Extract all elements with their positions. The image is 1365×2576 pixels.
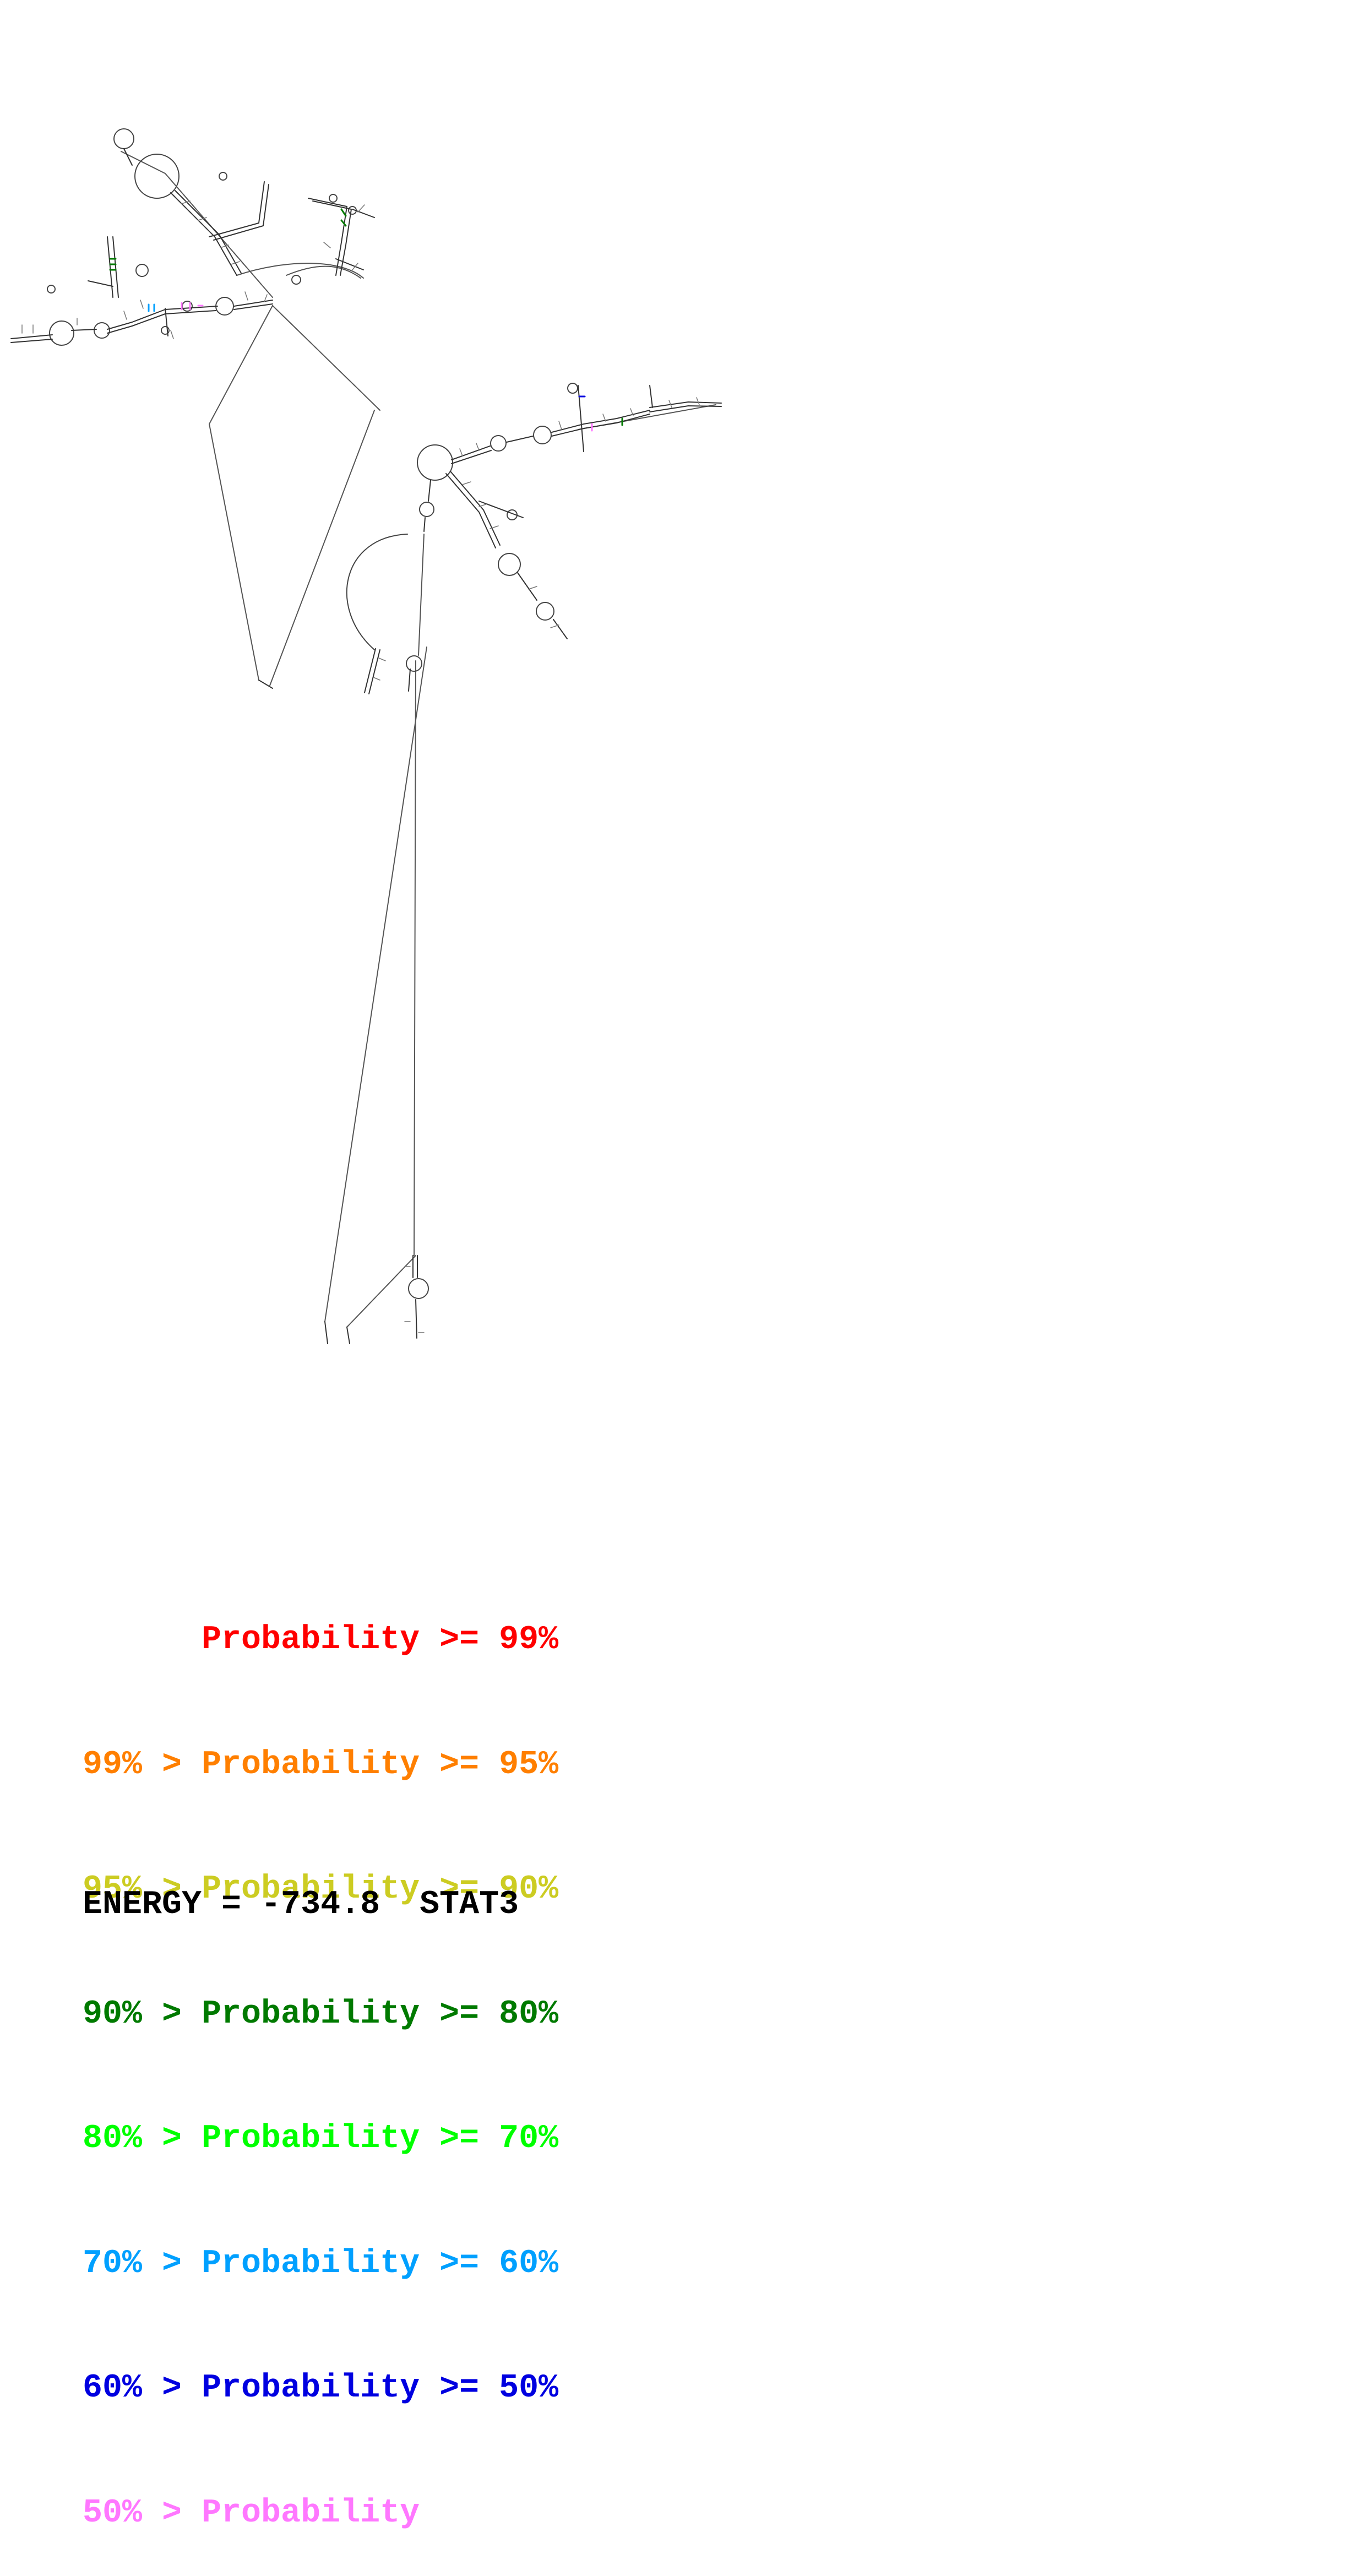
backbone-long-lines: [121, 151, 716, 1328]
hairpin-loop: [291, 275, 301, 285]
stem: [423, 517, 426, 532]
backbone-line: [414, 660, 416, 1256]
stem: [506, 436, 534, 443]
stem: [649, 385, 653, 408]
stem: [233, 303, 273, 310]
stem: [233, 300, 273, 307]
stem: [312, 200, 352, 276]
backbone-line: [269, 410, 375, 686]
multiloop: [417, 444, 453, 481]
base-pair: [109, 258, 117, 271]
internal-loop: [406, 655, 422, 672]
internal-loop: [94, 322, 110, 339]
stem: [368, 649, 380, 694]
colored-base-pairs: [109, 208, 623, 432]
legend-row-99: Probability >= 99%: [83, 1621, 559, 1659]
legend-row-60: 70% > Probability >= 60%: [83, 2245, 559, 2282]
base-pair: [148, 303, 155, 312]
stem: [428, 480, 431, 502]
legend-row-70: 80% > Probability >= 70%: [83, 2120, 559, 2157]
internal-loop: [134, 154, 180, 199]
internal-loop: [408, 1278, 429, 1299]
stem: [517, 572, 537, 601]
internal-loop: [490, 435, 507, 452]
legend-row-95: 99% > Probability >= 95%: [83, 1746, 559, 1784]
stems: [10, 148, 722, 1344]
energy-footer: ENERGY = -734.8 STAT3: [83, 1886, 519, 1923]
internal-loop: [419, 502, 434, 517]
numbering-ticks: [21, 200, 700, 1333]
hairpin-loop: [113, 128, 134, 149]
stem: [107, 310, 216, 334]
legend-row-50: 60% > Probability >= 50%: [83, 2370, 559, 2407]
legend-row-80: 90% > Probability >= 80%: [83, 1995, 559, 2033]
backbone-line: [418, 534, 425, 656]
stem: [551, 414, 650, 437]
legend-row-below-50: 50% > Probability: [83, 2494, 420, 2532]
internal-loop: [215, 297, 234, 316]
stem: [649, 401, 722, 408]
base-pair: [181, 302, 191, 311]
stem: [107, 306, 218, 330]
stem: [213, 184, 269, 241]
stem: [450, 471, 501, 546]
energy-label: ENERGY = -734.8: [83, 1886, 380, 1923]
internal-loop: [498, 553, 521, 576]
stem: [578, 385, 584, 452]
hairpin-loop: [567, 383, 578, 394]
hairpin-loop: [329, 194, 338, 203]
stem: [112, 236, 119, 298]
base-pair: [340, 208, 347, 227]
stem: [445, 473, 496, 548]
stem: [352, 209, 375, 218]
rna-structure-diagram: [10, 128, 722, 1344]
backbone-line: [346, 1255, 416, 1328]
stem: [209, 181, 265, 237]
stem: [10, 334, 53, 339]
stem: [10, 339, 53, 343]
backbone-line: [286, 265, 361, 279]
stem: [71, 329, 97, 331]
backbone-line: [236, 263, 364, 279]
backbone-line: [324, 646, 427, 1322]
loops: [47, 128, 578, 1299]
stem: [649, 405, 722, 412]
structure-name: STAT3: [420, 1886, 519, 1923]
stem: [107, 236, 113, 298]
stem: [165, 308, 168, 336]
hairpin-loop: [47, 285, 56, 294]
stem: [553, 619, 568, 639]
hairpin-loop: [161, 326, 170, 335]
stem: [408, 669, 411, 692]
hairpin-loop: [219, 172, 227, 181]
internal-loop: [135, 264, 149, 277]
probability-legend: Probability >= 99% 99% > Probability >= …: [83, 1536, 558, 2576]
stem: [170, 192, 237, 276]
internal-loop: [49, 320, 74, 346]
stem: [123, 148, 133, 166]
stem: [551, 410, 650, 433]
internal-loop: [536, 602, 554, 621]
stem: [451, 450, 492, 464]
backbone-line: [121, 151, 273, 298]
stem: [324, 1321, 328, 1344]
legend-row-90: 95% > Probability >= 90%: [83, 1871, 559, 1908]
stem: [415, 1299, 417, 1339]
stem: [364, 648, 376, 693]
stem: [88, 280, 113, 287]
stem: [335, 258, 364, 270]
stem: [258, 680, 273, 689]
internal-loop: [533, 426, 552, 444]
backbone-line: [272, 305, 380, 411]
large-internal-loop: [346, 534, 408, 650]
stem: [451, 445, 491, 460]
stem: [346, 1327, 350, 1344]
backbone-line: [209, 305, 273, 681]
